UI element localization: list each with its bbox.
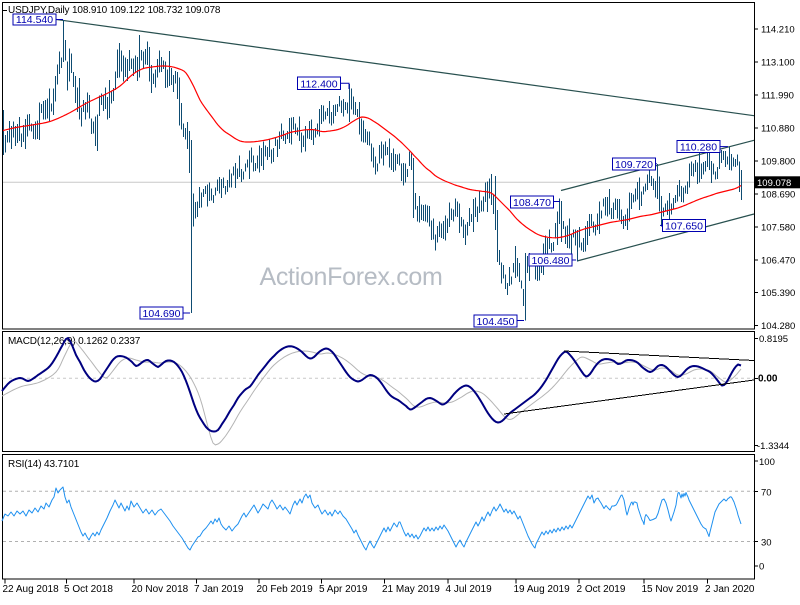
svg-text:111.990: 111.990 [761,90,794,101]
svg-text:5 Oct 2018: 5 Oct 2018 [64,584,113,595]
svg-text:109.800: 109.800 [761,156,795,167]
svg-text:114.210: 114.210 [761,24,795,35]
svg-text:0: 0 [759,561,764,572]
svg-text:110.280: 110.280 [680,141,717,153]
svg-text:7 Jan 2019: 7 Jan 2019 [194,584,244,595]
svg-text:0.00: 0.00 [758,374,778,385]
svg-text:109.720: 109.720 [615,159,653,171]
svg-text:15 Nov 2019: 15 Nov 2019 [642,584,699,595]
svg-text:100: 100 [759,457,775,468]
svg-text:104.280: 104.280 [761,321,795,332]
svg-text:106.480: 106.480 [532,255,570,267]
svg-text:107.580: 107.580 [761,222,795,233]
svg-text:112.400: 112.400 [300,78,337,90]
svg-text:104.690: 104.690 [143,308,181,320]
svg-text:20 Feb 2019: 20 Feb 2019 [257,584,314,595]
svg-text:RSI(14) 43.7101: RSI(14) 43.7101 [8,459,80,470]
svg-text:5 Apr 2019: 5 Apr 2019 [319,584,368,595]
svg-text:114.540: 114.540 [16,14,53,26]
svg-text:20 Nov 2018: 20 Nov 2018 [132,584,189,595]
svg-text:0.8195: 0.8195 [759,334,788,345]
svg-text:106.470: 106.470 [761,255,795,266]
svg-text:109.078: 109.078 [757,178,791,189]
svg-text:4 Jul 2019: 4 Jul 2019 [446,584,493,595]
svg-text:USDJPY,Daily 108.910 109.122: USDJPY,Daily 108.910 109.122 108.732 109… [8,5,221,16]
svg-text:105.390: 105.390 [761,288,795,299]
svg-text:113.100: 113.100 [761,57,795,68]
svg-text:-1.3344: -1.3344 [757,441,789,452]
svg-text:110.880: 110.880 [761,123,795,134]
svg-text:2 Oct 2019: 2 Oct 2019 [577,584,626,595]
svg-text:104.450: 104.450 [477,316,515,328]
svg-text:108.690: 108.690 [761,189,795,200]
svg-text:107.650: 107.650 [665,220,703,232]
svg-text:21 May 2019: 21 May 2019 [382,584,440,595]
svg-text:19 Aug 2019: 19 Aug 2019 [514,584,571,595]
svg-text:2 Jan 2020: 2 Jan 2020 [705,584,755,595]
svg-text:ActionForex.com: ActionForex.com [259,263,442,291]
svg-text:108.470: 108.470 [513,197,551,209]
svg-text:22 Aug 2018: 22 Aug 2018 [3,584,60,595]
svg-text:30: 30 [761,538,772,549]
svg-text:70: 70 [761,487,772,498]
